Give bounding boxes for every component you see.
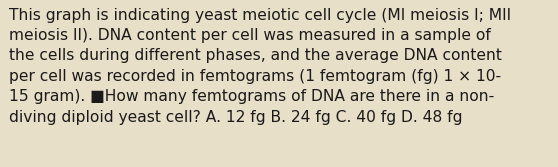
Text: This graph is indicating yeast meiotic cell cycle (MI meiosis I; MII
meiosis II): This graph is indicating yeast meiotic c… — [9, 8, 511, 125]
